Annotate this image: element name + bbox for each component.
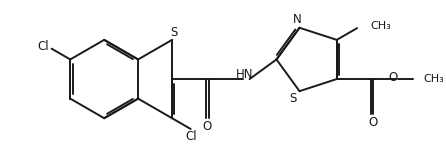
- Text: O: O: [388, 71, 397, 84]
- Text: O: O: [202, 120, 212, 133]
- Text: N: N: [293, 13, 302, 26]
- Text: S: S: [170, 26, 178, 39]
- Text: S: S: [289, 92, 296, 105]
- Text: CH₃: CH₃: [371, 21, 392, 31]
- Text: CH₃: CH₃: [423, 74, 444, 84]
- Text: HN: HN: [236, 68, 253, 81]
- Text: O: O: [368, 116, 377, 129]
- Text: Cl: Cl: [186, 130, 197, 143]
- Text: Cl: Cl: [37, 40, 49, 53]
